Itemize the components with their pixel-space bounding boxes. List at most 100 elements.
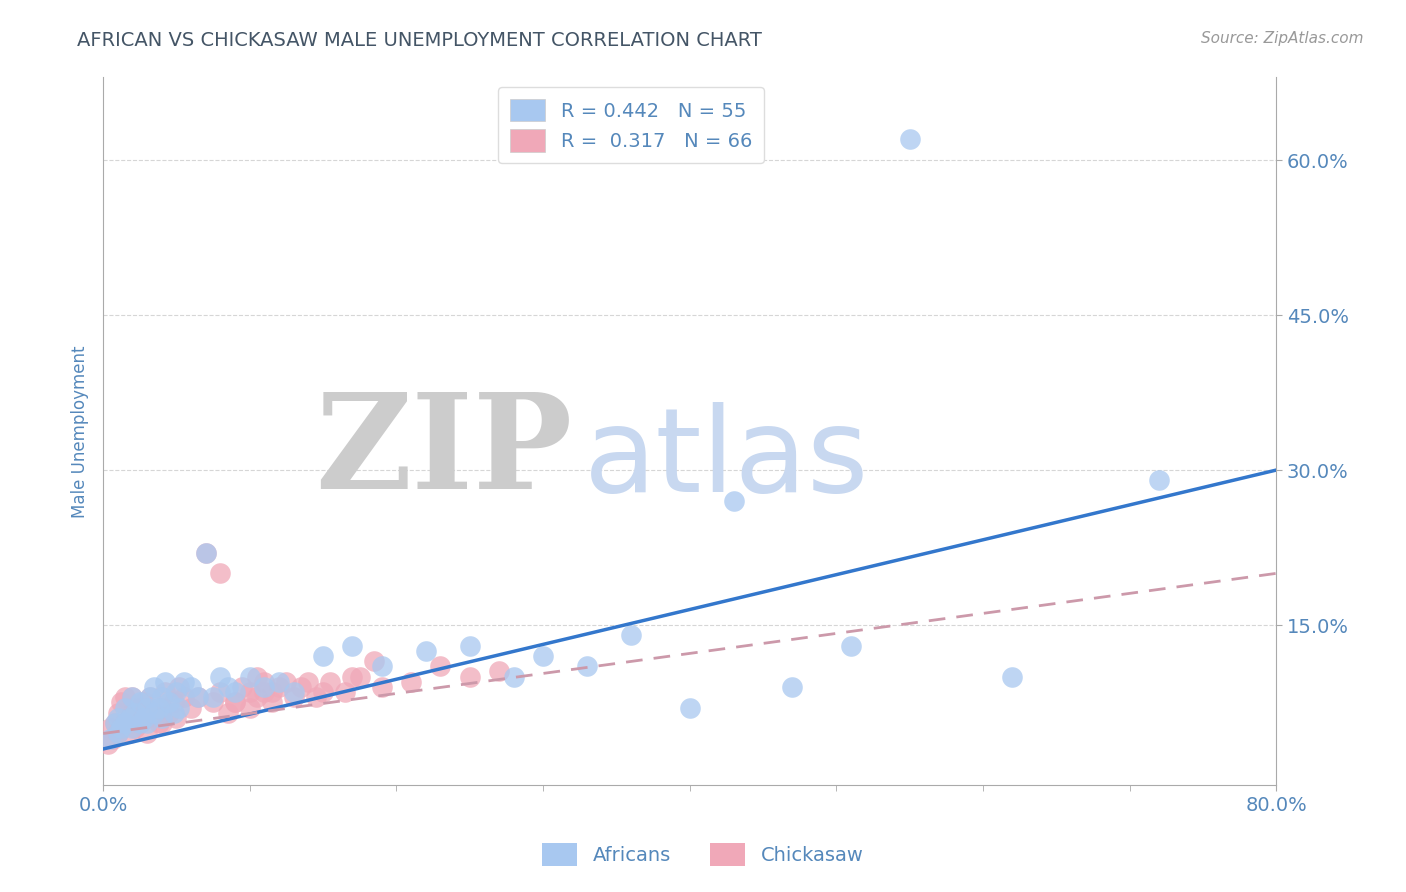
Point [305,690,328,705]
Point [194,546,217,560]
Point [148,700,170,714]
Point [253,680,276,694]
Point [143,706,166,720]
Point [118,711,141,725]
Point [107,711,129,725]
Point [246,690,269,705]
Point [239,685,262,699]
Point [312,685,335,699]
Point [128,696,150,710]
Point [100,722,122,736]
Legend: R = 0.442   N = 55, R =  0.317   N = 66: R = 0.442 N = 55, R = 0.317 N = 66 [499,87,763,163]
Point [458,639,481,653]
Point [363,654,385,668]
Point [114,716,136,731]
Text: AFRICAN VS CHICKASAW MALE UNEMPLOYMENT CORRELATION CHART: AFRICAN VS CHICKASAW MALE UNEMPLOYMENT C… [77,31,762,50]
Point [349,670,371,684]
Point [209,670,232,684]
Text: Source: ZipAtlas.com: Source: ZipAtlas.com [1201,31,1364,46]
Point [679,700,702,714]
Point [202,690,225,705]
Point [169,700,191,714]
Point [118,726,141,740]
Point [148,716,170,731]
Point [134,711,156,725]
Point [312,648,335,663]
Point [150,690,173,705]
Point [139,690,162,705]
Point [103,731,125,746]
Point [333,685,356,699]
Point [114,690,136,705]
Legend: Africans, Chickasaw: Africans, Chickasaw [534,835,872,873]
Point [180,680,202,694]
Y-axis label: Male Unemployment: Male Unemployment [72,345,89,517]
Point [104,716,127,731]
Point [100,731,122,746]
Point [217,706,239,720]
Point [260,685,283,699]
Point [157,706,180,720]
Point [1001,670,1024,684]
Point [290,680,312,694]
Point [134,696,156,710]
Point [187,690,209,705]
Point [488,665,510,679]
Point [246,670,269,684]
Point [110,722,132,736]
Point [253,685,276,699]
Point [143,706,166,720]
Point [283,690,305,705]
Point [620,628,643,642]
Point [118,711,141,725]
Point [239,700,262,714]
Point [371,680,394,694]
Point [782,680,804,694]
Point [128,700,150,714]
Point [139,690,162,705]
Point [150,716,173,731]
Point [194,546,217,560]
Point [128,716,150,731]
Point [153,674,176,689]
Point [124,722,146,736]
Point [169,680,191,694]
Point [121,722,143,736]
Point [136,711,159,725]
Point [136,716,159,731]
Point [224,696,246,710]
Text: atlas: atlas [583,402,869,517]
Point [209,685,232,699]
Point [269,674,291,689]
Point [224,685,246,699]
Point [110,696,132,710]
Point [110,722,132,736]
Point [121,706,143,720]
Point [458,670,481,684]
Point [104,716,127,731]
Point [107,726,129,740]
Point [150,711,173,725]
Point [166,685,188,699]
Point [173,690,195,705]
Point [231,680,253,694]
Point [209,566,232,581]
Point [202,696,225,710]
Point [429,659,451,673]
Point [502,670,524,684]
Point [153,685,176,699]
Point [253,674,276,689]
Point [342,670,364,684]
Point [114,716,136,731]
Point [128,716,150,731]
Point [415,644,437,658]
Point [107,726,129,740]
Point [162,696,184,710]
Point [124,706,146,720]
Point [187,690,209,705]
Point [136,700,159,714]
Point [224,696,246,710]
Point [276,674,298,689]
Point [107,706,129,720]
Point [576,659,599,673]
